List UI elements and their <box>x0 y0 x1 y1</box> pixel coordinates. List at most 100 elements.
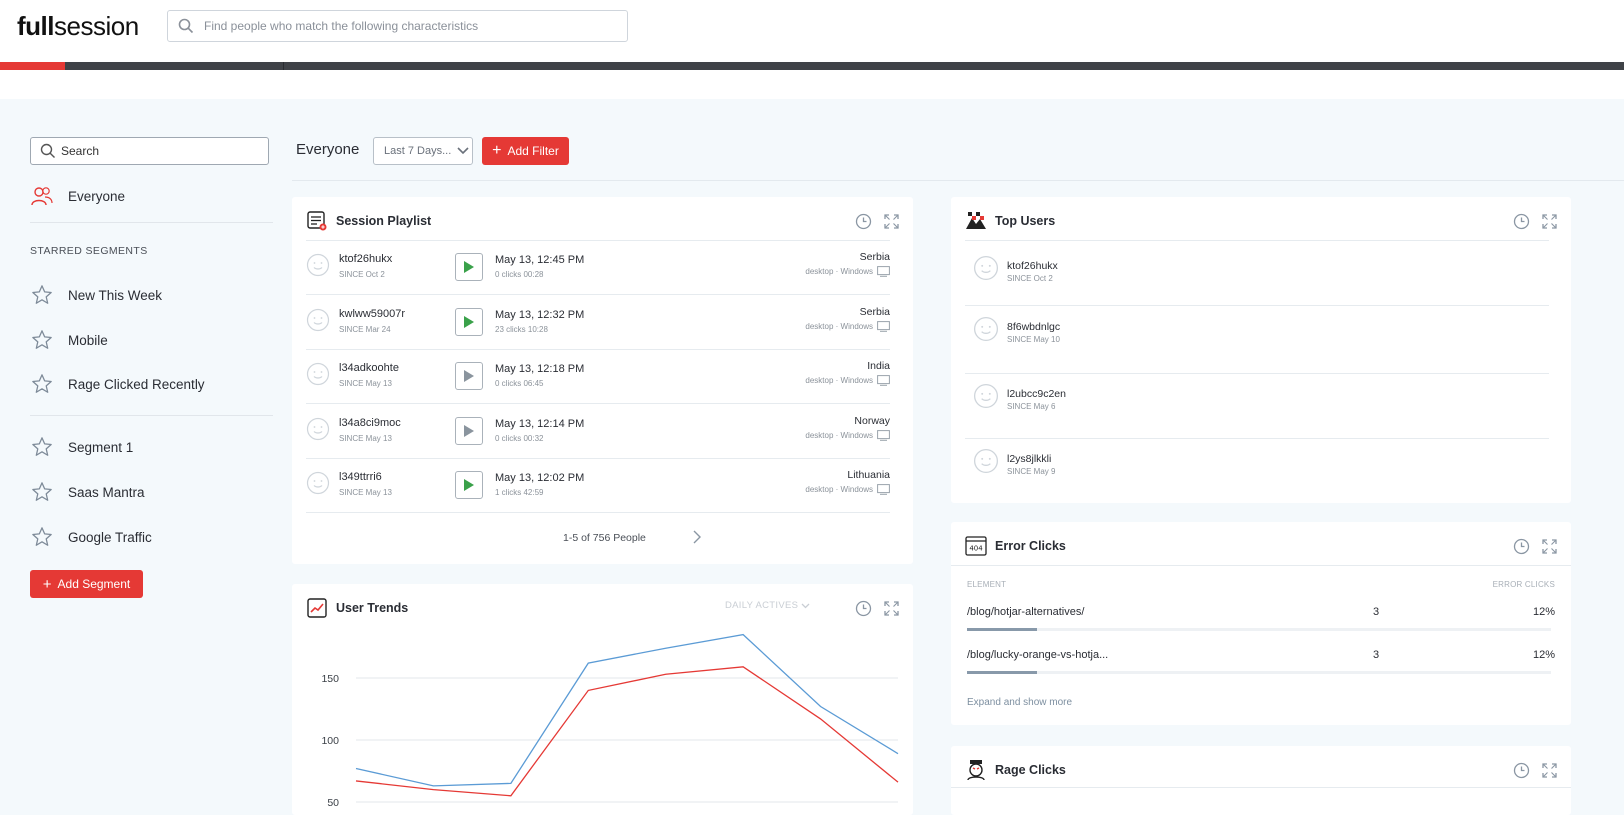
segment-everyone[interactable]: Everyone <box>30 181 125 211</box>
play-button[interactable] <box>455 253 483 281</box>
session-clicks-duration: 0 clicks 06:45 <box>495 379 544 388</box>
user-id[interactable]: ktof26hukx <box>339 253 393 265</box>
page-progress-bar <box>0 62 1624 70</box>
segment-label: New This Week <box>68 287 163 303</box>
user-since: SINCE Oct 2 <box>339 270 385 279</box>
session-row[interactable]: l34a8ci9moc SINCE May 13 May 13, 12:14 PM 0… <box>306 405 890 459</box>
user-id[interactable]: 8f6wbdnlgc <box>1007 321 1061 333</box>
segment-search-box[interactable] <box>30 137 269 165</box>
user-trends-chart: 50 100 150 <box>321 633 899 809</box>
session-device: desktop · Windows <box>805 322 873 331</box>
session-clicks-duration: 0 clicks 00:32 <box>495 434 544 443</box>
y-tick-label: 100 <box>321 735 339 747</box>
star-icon[interactable] <box>30 283 54 307</box>
play-icon <box>464 425 474 437</box>
people-search-input[interactable] <box>204 11 614 41</box>
error-click-row[interactable]: /blog/lucky-orange-vs-hotja... 3 12% <box>967 641 1555 681</box>
user-id[interactable]: kwlww59007r <box>339 308 406 320</box>
play-button[interactable] <box>455 471 483 499</box>
segment-label: Segment 1 <box>68 439 134 455</box>
play-button[interactable] <box>455 417 483 445</box>
session-row[interactable]: kwlww59007r SINCE Mar 24 May 13, 12:32 PM 2… <box>306 296 890 350</box>
error-percent: 12% <box>1532 649 1555 661</box>
session-date: May 13, 12:14 PM <box>495 418 585 430</box>
user-since: SINCE Mar 24 <box>339 325 391 334</box>
error-click-row[interactable]: /blog/hotjar-alternatives/3 12% <box>967 598 1555 638</box>
avatar-icon <box>973 316 999 347</box>
star-icon[interactable] <box>30 480 54 504</box>
top-users-card: Top Users ktof26hukx SINCE Oct 2 8f6wbdnlg… <box>951 197 1571 503</box>
session-row[interactable]: l349ttrri6 SINCE May 13 May 13, 12:02 PM 1 … <box>306 459 890 513</box>
chevron-right-icon[interactable] <box>692 530 702 549</box>
date-range-dropdown[interactable]: Last 7 Days... <box>373 137 473 165</box>
star-icon[interactable] <box>30 525 54 549</box>
svg-text:404: 404 <box>969 545 983 553</box>
user-id[interactable]: l34a8ci9moc <box>339 417 401 429</box>
divider <box>30 415 273 416</box>
clock-icon[interactable] <box>855 213 872 230</box>
metric-dropdown[interactable]: DAILY ACTIVES <box>725 600 810 611</box>
top-bar: fullsession <box>0 0 1624 62</box>
element-path[interactable]: /blog/lucky-orange-vs-hotja... <box>967 649 1109 661</box>
element-path[interactable]: /blog/hotjar-alternatives/ <box>967 606 1085 618</box>
expand-icon[interactable] <box>884 213 899 229</box>
clock-icon[interactable] <box>1513 213 1530 230</box>
expand-icon[interactable] <box>884 600 899 616</box>
session-row[interactable]: ktof26hukx SINCE Oct 2 May 13, 12:45 PM 0 c… <box>306 241 890 295</box>
trophy-flag-icon <box>965 210 987 232</box>
user-since: SINCE May 13 <box>339 379 392 388</box>
segment-search-input[interactable] <box>61 138 261 164</box>
add-segment-button[interactable]: + Add Segment <box>30 570 143 598</box>
rage-clicks-card: Rage Clicks <box>951 746 1571 815</box>
play-icon <box>464 316 474 328</box>
star-icon[interactable] <box>30 435 54 459</box>
pagination-label: 1-5 of 756 People <box>563 532 646 544</box>
star-icon[interactable] <box>30 372 54 396</box>
user-trends-card: User Trends DAILY ACTIVES 50 100 150 <box>292 584 913 815</box>
session-row[interactable]: l34adkoohte SINCE May 13 May 13, 12:18 PM 0… <box>306 350 890 404</box>
segment-item[interactable]: Segment 1 <box>30 432 133 462</box>
error-share-bar <box>967 671 1551 674</box>
segment-item[interactable]: New This Week <box>30 280 162 310</box>
expand-icon[interactable] <box>1542 762 1557 778</box>
user-id[interactable]: l2ys8jlkkli <box>1007 453 1052 465</box>
session-playlist-card: Session Playlist ktof26hukx SINCE Oct 2 Ma… <box>292 197 913 564</box>
segment-label: Google Traffic <box>68 529 152 545</box>
play-icon <box>464 370 474 382</box>
expand-icon[interactable] <box>1542 213 1557 229</box>
user-id[interactable]: l349ttrri6 <box>339 471 382 483</box>
clock-icon[interactable] <box>1513 538 1530 555</box>
user-id[interactable]: l2ubcc9c2en <box>1007 388 1066 400</box>
play-button[interactable] <box>455 362 483 390</box>
card-title: Top Users <box>995 214 1056 228</box>
card-title: Error Clicks <box>995 539 1066 553</box>
card-title: Session Playlist <box>336 214 432 228</box>
play-button[interactable] <box>455 308 483 336</box>
segment-item[interactable]: Google Traffic <box>30 522 152 552</box>
add-filter-button[interactable]: + Add Filter <box>482 137 569 165</box>
segment-item[interactable]: Rage Clicked Recently <box>30 369 205 399</box>
expand-more-link[interactable]: Expand and show more <box>967 697 1073 708</box>
expand-icon[interactable] <box>1542 538 1557 554</box>
error-percent: 12% <box>1532 606 1555 618</box>
user-id[interactable]: ktof26hukx <box>1007 260 1058 272</box>
error-share-bar <box>967 628 1551 631</box>
star-icon[interactable] <box>30 328 54 352</box>
session-device: desktop · Windows <box>805 485 873 494</box>
session-country: Serbia <box>859 306 890 318</box>
trend-chart-icon <box>306 597 328 619</box>
people-search-box[interactable] <box>167 10 628 42</box>
plus-icon: + <box>42 575 52 593</box>
session-device: desktop · Windows <box>805 431 873 440</box>
clock-icon[interactable] <box>1513 762 1530 779</box>
session-country: Norway <box>854 415 890 427</box>
session-date: May 13, 12:18 PM <box>495 363 585 375</box>
logo[interactable]: fullsession <box>17 11 139 41</box>
clock-icon[interactable] <box>855 600 872 617</box>
segment-item[interactable]: Saas Mantra <box>30 477 145 507</box>
current-segment-title: Everyone <box>296 141 360 158</box>
segment-item[interactable]: Mobile <box>30 325 108 355</box>
session-country: India <box>867 360 890 372</box>
session-date: May 13, 12:32 PM <box>495 309 585 321</box>
user-id[interactable]: l34adkoohte <box>339 362 399 374</box>
